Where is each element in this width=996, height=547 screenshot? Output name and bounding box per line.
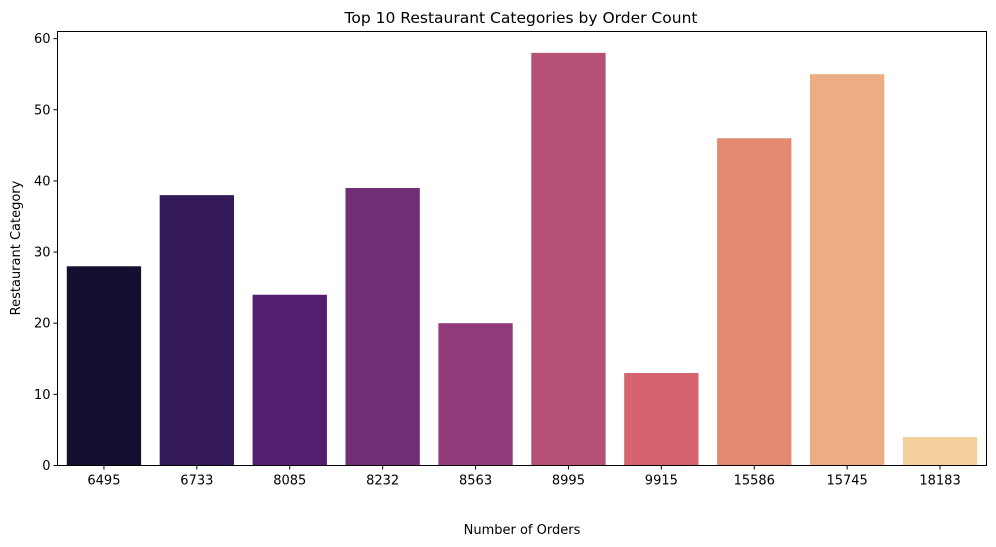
- x-tick-label: 6495: [87, 474, 120, 489]
- bar-9915: [624, 373, 699, 466]
- x-tick-label: 8232: [366, 474, 399, 489]
- bar-15586: [717, 138, 792, 466]
- x-tick-label: 6733: [180, 474, 213, 489]
- x-tick-label: 9915: [645, 474, 678, 489]
- bar-6495: [66, 266, 142, 466]
- bar-8995: [531, 52, 606, 466]
- y-tick-label: 50: [34, 103, 51, 118]
- y-tick-label: 40: [34, 174, 51, 189]
- y-axis-ticks: 0 10 20 30 40 50 60: [34, 32, 58, 474]
- y-tick-label: 20: [34, 317, 51, 332]
- plot-frame: [57, 31, 987, 466]
- x-tick-label: 15586: [734, 474, 775, 489]
- chart-title: Top 10 Restaurant Categories by Order Co…: [344, 9, 698, 27]
- y-tick-label: 60: [34, 32, 51, 47]
- bar-8232: [345, 188, 420, 466]
- x-tick-label: 18183: [919, 474, 960, 489]
- y-tick-label: 10: [34, 388, 51, 403]
- y-tick-label: 30: [34, 246, 51, 261]
- x-tick-label: 8995: [552, 474, 585, 489]
- bar-8563: [438, 323, 513, 466]
- x-tick-label: 8085: [273, 474, 306, 489]
- y-tick-label: 0: [42, 459, 50, 474]
- bar-6733: [159, 195, 235, 466]
- bars-group: [66, 52, 978, 466]
- bar-18183: [902, 437, 978, 466]
- bar-8085: [252, 294, 327, 466]
- x-axis-ticks: 6495 6733 8085 8232 8563 8995 9915 15586 15745 18…: [87, 465, 961, 489]
- x-tick-label: 15745: [826, 474, 867, 489]
- y-axis-title: Restaurant Category: [9, 180, 24, 315]
- bar-15745: [809, 74, 885, 466]
- x-axis-title: Number of Orders: [464, 523, 581, 538]
- x-tick-label: 8563: [459, 474, 492, 489]
